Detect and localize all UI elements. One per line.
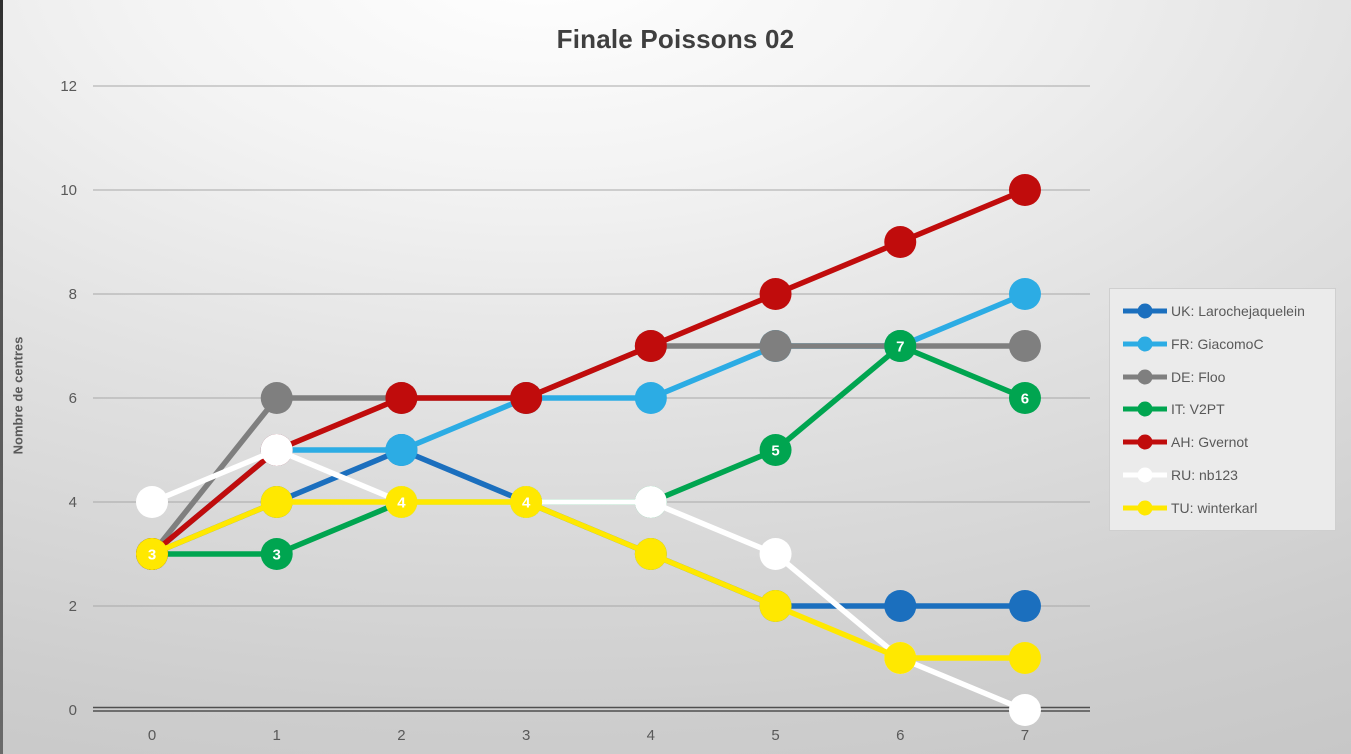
legend-marker-icon <box>1123 500 1167 516</box>
x-tick-label: 3 <box>522 727 530 744</box>
data-point-label: 4 <box>397 495 406 512</box>
data-point[interactable] <box>884 642 917 674</box>
data-point[interactable] <box>510 382 543 414</box>
legend-label: FR: GiacomoC <box>1171 336 1264 353</box>
data-point[interactable] <box>1008 590 1041 622</box>
data-point[interactable] <box>1008 278 1041 310</box>
x-tick-label: 4 <box>647 727 655 744</box>
x-tick-label: 6 <box>896 727 904 744</box>
data-point[interactable] <box>1008 382 1041 414</box>
legend-label: TU: winterkarl <box>1171 499 1258 516</box>
data-point[interactable] <box>759 538 792 570</box>
legend-item[interactable]: TU: winterkarl <box>1122 500 1335 516</box>
legend-label: IT: V2PT <box>1171 401 1225 418</box>
legend-item[interactable]: UK: Larochejaquelein <box>1122 303 1335 319</box>
data-point[interactable] <box>884 226 917 258</box>
data-point-label: 5 <box>771 443 779 460</box>
legend-marker-icon <box>1123 303 1167 319</box>
data-point-label: 6 <box>1021 391 1029 408</box>
data-point[interactable] <box>759 330 792 362</box>
legend-marker-icon <box>1123 401 1167 417</box>
x-tick-label: 5 <box>771 727 779 744</box>
legend-marker-icon <box>1123 467 1167 483</box>
data-point[interactable] <box>136 538 168 570</box>
legend-label: RU: nb123 <box>1171 466 1238 483</box>
y-tick-label: 8 <box>69 286 77 303</box>
data-point[interactable] <box>385 382 418 414</box>
data-point[interactable] <box>634 382 667 414</box>
legend-item[interactable]: RU: nb123 <box>1122 467 1335 483</box>
y-tick-label: 4 <box>69 494 77 511</box>
x-tick-label: 2 <box>397 727 405 744</box>
data-point[interactable] <box>1008 174 1041 206</box>
data-point-label: 3 <box>273 547 281 564</box>
data-point[interactable] <box>260 486 293 518</box>
data-point[interactable] <box>385 486 418 518</box>
x-tick-label: 0 <box>148 727 156 744</box>
data-point[interactable] <box>634 330 667 362</box>
data-point-label: 3 <box>148 547 156 564</box>
data-point[interactable] <box>759 278 792 310</box>
data-point[interactable] <box>260 434 293 466</box>
y-tick-label: 12 <box>60 78 77 95</box>
data-point[interactable] <box>1008 642 1041 674</box>
data-point[interactable] <box>634 486 667 518</box>
data-point[interactable] <box>385 434 418 466</box>
x-tick-label: 1 <box>273 727 281 744</box>
chart-legend[interactable]: UK: Larochejaquelein FR: GiacomoC DE: Floo… <box>1109 288 1336 531</box>
legend-item[interactable]: DE: Floo <box>1122 369 1335 385</box>
data-point[interactable] <box>759 590 792 622</box>
window-left-edge <box>0 0 3 754</box>
data-point[interactable] <box>136 486 168 518</box>
data-point[interactable] <box>510 486 543 518</box>
series-line-5[interactable] <box>150 187 1027 557</box>
series-line-7[interactable] <box>150 499 1025 661</box>
legend-marker-icon <box>1123 434 1167 450</box>
y-tick-label: 0 <box>69 702 77 719</box>
data-point-label: 4 <box>522 495 531 512</box>
y-tick-label: 2 <box>69 598 77 615</box>
y-tick-label: 10 <box>60 182 77 199</box>
legend-item[interactable]: AH: Gvernot <box>1122 434 1335 450</box>
legend-item[interactable]: FR: GiacomoC <box>1122 336 1335 352</box>
legend-label: UK: Larochejaquelein <box>1171 303 1305 320</box>
data-point[interactable] <box>634 538 667 570</box>
x-tick-label: 7 <box>1021 727 1029 744</box>
chart-title: Finale Poissons 02 <box>556 24 795 54</box>
legend-marker-icon <box>1123 369 1167 385</box>
data-point[interactable] <box>1008 694 1041 726</box>
y-tick-label: 6 <box>69 390 77 407</box>
legend-label: AH: Gvernot <box>1171 434 1249 451</box>
data-point[interactable] <box>260 538 293 570</box>
legend-item[interactable]: IT: V2PT <box>1122 401 1335 417</box>
data-point[interactable] <box>884 590 917 622</box>
data-point-label: 4 <box>647 495 656 512</box>
legend-label: DE: Floo <box>1171 368 1226 385</box>
data-point[interactable] <box>884 330 917 362</box>
series-line-6[interactable] <box>150 447 1027 713</box>
legend-marker-icon <box>1123 336 1167 352</box>
data-point[interactable] <box>759 434 792 466</box>
data-point-label: 7 <box>896 339 904 356</box>
data-point[interactable] <box>1008 330 1041 362</box>
data-point[interactable] <box>260 382 293 414</box>
